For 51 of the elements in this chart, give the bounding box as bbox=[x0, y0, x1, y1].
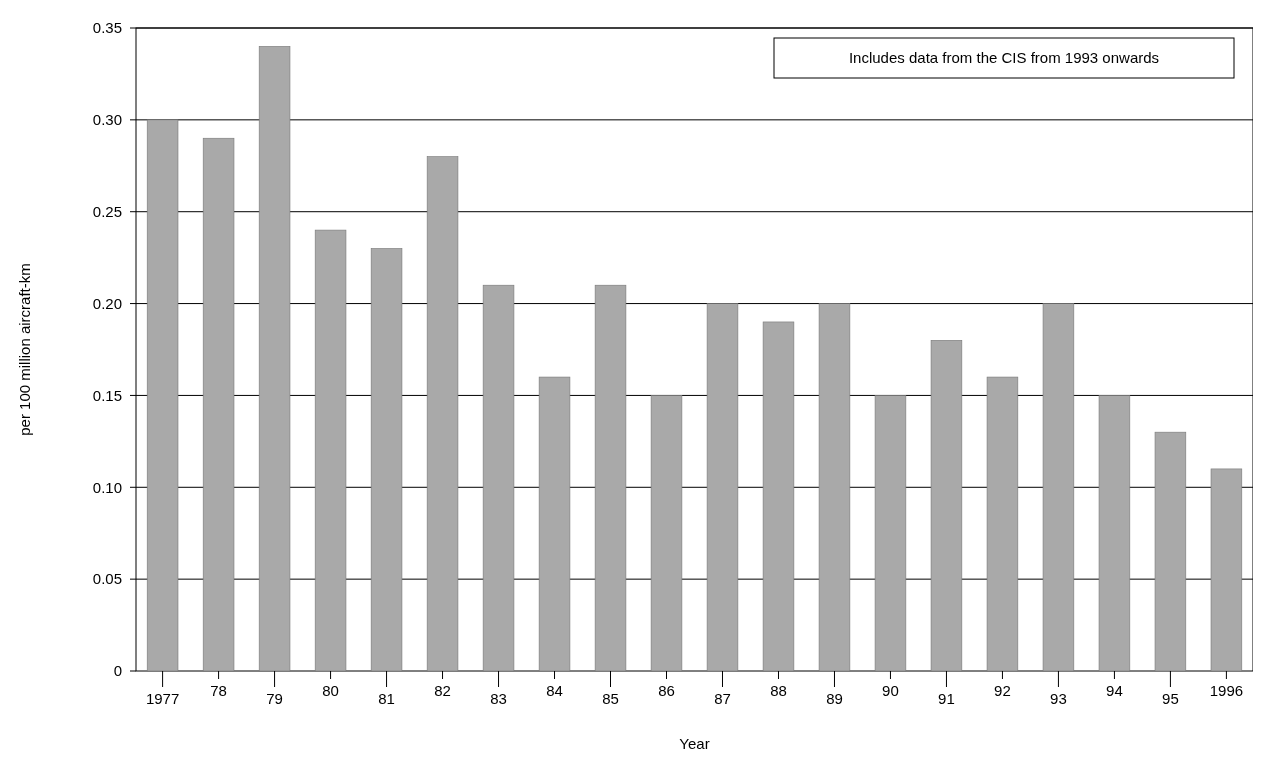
y-tick-label: 0.20 bbox=[92, 294, 122, 312]
x-tick-label: 84 bbox=[546, 682, 563, 699]
bar bbox=[650, 395, 683, 672]
x-tick-label: 90 bbox=[882, 682, 899, 699]
bar bbox=[874, 395, 907, 672]
x-tick-label: 89 bbox=[826, 690, 843, 707]
bar bbox=[258, 46, 291, 672]
x-tick-label: 79 bbox=[266, 690, 283, 707]
x-tick-label: 92 bbox=[994, 682, 1011, 699]
x-tick-label: 85 bbox=[602, 690, 619, 707]
annotation: Includes data from the CIS from 1993 onwards bbox=[848, 49, 1160, 67]
x-tick-label: 80 bbox=[322, 682, 339, 699]
x-tick-label: 82 bbox=[434, 682, 451, 699]
x-tick-label: 1977 bbox=[145, 690, 180, 707]
bar bbox=[146, 119, 179, 672]
x-tick-label: 83 bbox=[490, 690, 507, 707]
bar bbox=[762, 321, 795, 672]
x-tick-label: 1996 bbox=[1209, 682, 1244, 699]
y-tick-label: 0.25 bbox=[92, 202, 122, 220]
x-tick-label: 87 bbox=[714, 690, 731, 707]
bar bbox=[1098, 395, 1131, 672]
x-tick-label: 78 bbox=[210, 682, 227, 699]
x-tick-label: 94 bbox=[1106, 682, 1123, 699]
bar bbox=[930, 340, 963, 672]
x-tick-label: 93 bbox=[1050, 690, 1067, 707]
bar bbox=[594, 284, 627, 672]
x-tick-label: 81 bbox=[378, 690, 395, 707]
bar bbox=[986, 376, 1019, 672]
bar bbox=[538, 376, 571, 672]
bar bbox=[706, 303, 739, 672]
bar bbox=[314, 229, 347, 672]
bar bbox=[1042, 303, 1075, 672]
bar bbox=[482, 284, 515, 672]
bar bbox=[1154, 431, 1187, 672]
y-tick-label: 0.15 bbox=[92, 386, 122, 404]
bar bbox=[1210, 468, 1243, 672]
x-tick-label: 91 bbox=[938, 690, 955, 707]
x-tick-label: 95 bbox=[1162, 690, 1179, 707]
bar bbox=[426, 156, 459, 672]
y-tick-label: 0.30 bbox=[92, 111, 122, 129]
y-tick-label: 0.10 bbox=[92, 478, 122, 496]
y-tick-label: 0.35 bbox=[92, 19, 122, 37]
y-tick-label: 0.05 bbox=[92, 570, 122, 588]
bar bbox=[202, 137, 235, 672]
bar bbox=[370, 248, 403, 672]
x-tick-label: 86 bbox=[658, 682, 675, 699]
y-tick-label: 0 bbox=[113, 662, 122, 680]
x-tick-label: 88 bbox=[770, 682, 787, 699]
y-axis-title: per 100 million aircraft-km bbox=[16, 263, 33, 436]
bar bbox=[818, 303, 851, 672]
x-axis-title: Year bbox=[679, 735, 710, 752]
